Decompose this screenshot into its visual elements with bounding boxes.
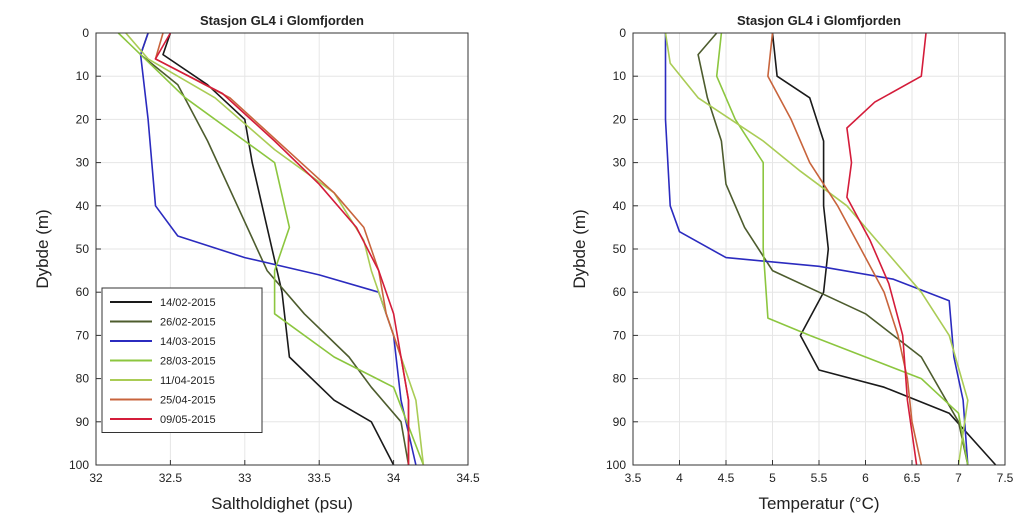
x-tick-label: 34	[387, 471, 401, 485]
legend-item-label: 26/02-2015	[160, 317, 216, 329]
y-tick-label: 0	[619, 26, 626, 40]
y-tick-label: 40	[613, 199, 627, 213]
x-tick-label: 4.5	[718, 471, 735, 485]
y-axis-label: Dybde (m)	[570, 209, 589, 288]
legend-item-label: 14/03-2015	[160, 336, 216, 348]
x-tick-label: 33	[238, 471, 252, 485]
y-tick-label: 20	[76, 112, 90, 126]
y-tick-label: 90	[76, 415, 90, 429]
y-tick-label: 20	[613, 112, 627, 126]
y-tick-label: 10	[76, 69, 90, 83]
x-tick-label: 3.5	[625, 471, 642, 485]
series-line-3	[139, 32, 417, 466]
series-line-1	[771, 32, 997, 466]
series-line-6	[767, 32, 923, 466]
y-tick-label: 40	[76, 199, 90, 213]
chart-panel-2: 3.5 4 4.5 5 5.5 6 6.5 7 7.5 0 10 20 30 40 50 60 70 80 90 10…	[570, 13, 1014, 513]
y-tick-label: 70	[76, 328, 90, 342]
x-tick-label: 6.5	[904, 471, 921, 485]
series-line-2	[697, 32, 969, 466]
x-tick-label: 32.5	[159, 471, 183, 485]
y-tick-label: 80	[76, 372, 90, 386]
y-tick-label: 70	[613, 328, 627, 342]
series-line-4	[715, 32, 969, 466]
y-tick-label: 60	[76, 285, 90, 299]
x-tick-label: 32	[89, 471, 103, 485]
y-tick-label: 50	[613, 242, 627, 256]
y-tick-label: 80	[613, 372, 627, 386]
series-line-7	[154, 32, 410, 465]
series-line-5	[664, 32, 969, 466]
series-line-1	[162, 32, 395, 466]
legend-item-label: 14/02-2015	[160, 297, 216, 309]
legend: 14/02-2015 26/02-2015 14/03-2015 28/03-2015…	[101, 287, 263, 433]
x-tick-label: 33.5	[308, 471, 332, 485]
x-tick-label: 5	[769, 471, 776, 485]
x-axis-label: Temperatur (°C)	[758, 494, 879, 513]
series-line-4	[117, 32, 425, 466]
y-tick-label: 90	[613, 415, 627, 429]
y-tick-label: 60	[613, 285, 627, 299]
legend-item-label: 09/05-2015	[160, 414, 216, 426]
y-tick-label: 10	[613, 69, 627, 83]
y-tick-label: 100	[606, 458, 626, 472]
legend-item-label: 11/04-2015	[160, 375, 215, 387]
x-tick-label: 7	[955, 471, 962, 485]
y-tick-label: 0	[82, 26, 89, 40]
y-tick-label: 50	[76, 242, 90, 256]
x-tick-label: 6	[862, 471, 869, 485]
chart-title: Stasjon GL4 i Glomfjorden	[200, 13, 364, 28]
series-line-2	[139, 32, 410, 466]
x-tick-label: 7.5	[997, 471, 1014, 485]
x-tick-label: 34.5	[456, 471, 480, 485]
series-line-7	[846, 32, 927, 466]
x-tick-label: 5.5	[811, 471, 828, 485]
chart-panel-1: 32 32.5 33 33.5 34 34.5 0 10 20 30 40 50 60 70 80 90 100…	[33, 13, 480, 513]
legend-item-label: 28/03-2015	[160, 356, 216, 368]
chart-title: Stasjon GL4 i Glomfjorden	[737, 13, 901, 28]
x-tick-label: 4	[676, 471, 683, 485]
y-tick-label: 30	[613, 156, 627, 170]
y-tick-label: 30	[76, 156, 90, 170]
y-tick-label: 100	[69, 458, 89, 472]
series-line-3	[664, 33, 969, 466]
x-axis-label: Saltholdighet (psu)	[211, 494, 353, 513]
legend-item-label: 25/04-2015	[160, 395, 216, 407]
y-axis-label: Dybde (m)	[33, 209, 52, 288]
